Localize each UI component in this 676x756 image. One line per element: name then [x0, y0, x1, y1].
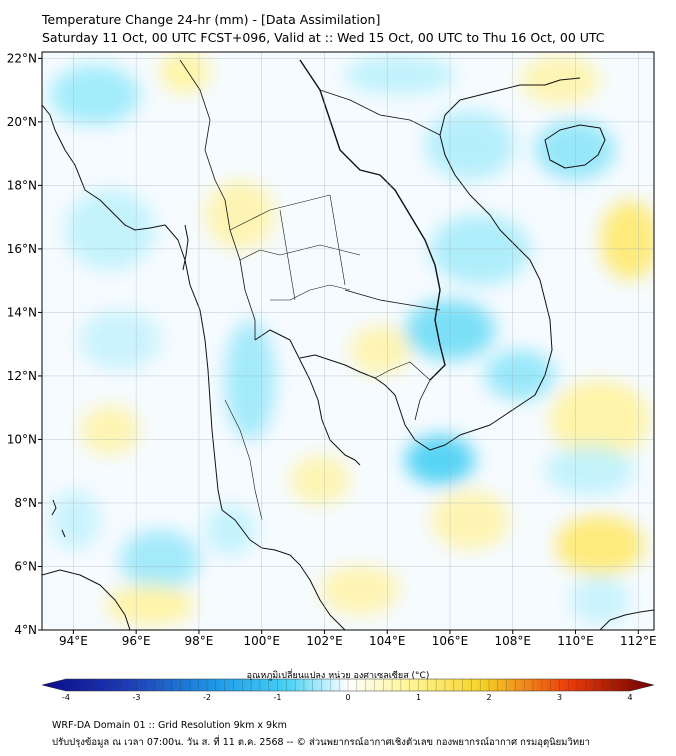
colorbar-tick-label: 3	[557, 693, 562, 702]
lon-tick-label: 100°E	[243, 634, 280, 648]
lat-tick-label: 12°N	[7, 369, 37, 383]
footer-credit: ปรับปรุงข้อมูล ณ เวลา 07:00น. วัน ส. ที่…	[52, 737, 590, 748]
longitude-tick-labels: 94°E 96°E 98°E 100°E 102°E 104°E 106°E 108°E 110…	[59, 630, 657, 648]
colorbar-label: อุณหภูมิเปลี่ยนแปลง หน่วย องศาเซลเซียส (…	[246, 671, 430, 681]
lon-tick-label: 108°E	[495, 634, 532, 648]
lat-tick-label: 22°N	[7, 51, 37, 65]
map-gridlines	[42, 52, 654, 630]
colorbar-tick-label: -1	[274, 693, 282, 702]
lat-tick-label: 8°N	[14, 496, 37, 510]
map-title: Temperature Change 24-hr (mm) - [Data As…	[42, 12, 381, 27]
colorbar: -4 -3 -2 -1 0 1 2 3 4	[41, 678, 655, 702]
colorbar-tick-label: -2	[203, 693, 211, 702]
lat-tick-label: 14°N	[7, 305, 37, 319]
colorbar-tick-label: 4	[627, 693, 632, 702]
lon-tick-label: 98°E	[184, 634, 213, 648]
colorbar-tick-label: 0	[345, 693, 350, 702]
lat-tick-label: 6°N	[14, 559, 37, 573]
lon-tick-label: 94°E	[59, 634, 88, 648]
lon-tick-label: 106°E	[432, 634, 469, 648]
colorbar-tick-label: -4	[62, 693, 70, 702]
colorbar-tick-label: 2	[486, 693, 491, 702]
lon-tick-label: 96°E	[122, 634, 151, 648]
lat-tick-label: 16°N	[7, 242, 37, 256]
footer-model-info: WRF-DA Domain 01 :: Grid Resolution 9km …	[52, 720, 287, 731]
map-frame	[41, 51, 655, 631]
lon-tick-label: 104°E	[369, 634, 406, 648]
lat-tick-label: 10°N	[7, 432, 37, 446]
lat-tick-label: 18°N	[7, 178, 37, 192]
coastlines	[42, 59, 654, 630]
map-subtitle: Saturday 11 Oct, 00 UTC FCST+096, Valid …	[42, 30, 605, 45]
lon-tick-label: 110°E	[557, 634, 594, 648]
lat-tick-label: 4°N	[14, 623, 37, 637]
colorbar-tick-label: 1	[416, 693, 421, 702]
latitude-tick-labels: 22°N 20°N 18°N 16°N 14°N 12°N 10°N 8°N 6°N 4°N	[7, 51, 42, 637]
map-panel	[42, 52, 654, 630]
lat-tick-label: 20°N	[7, 115, 37, 129]
lon-tick-label: 112°E	[620, 634, 657, 648]
lon-tick-label: 102°E	[306, 634, 343, 648]
temperature-field	[50, 52, 654, 625]
colorbar-tick-label: -3	[133, 693, 141, 702]
